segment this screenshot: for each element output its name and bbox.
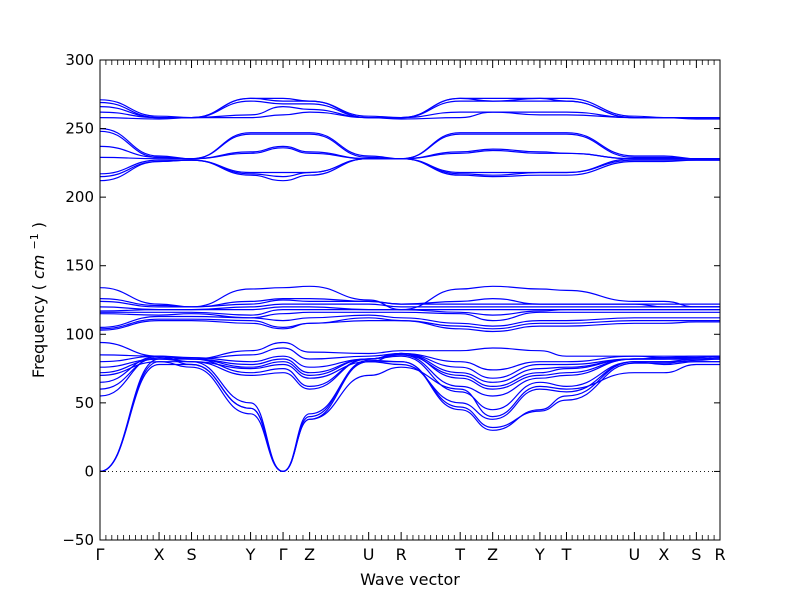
- y-axis-title: Frequency ( cm −1 ): [23, 222, 48, 378]
- x-tick-label: U: [363, 545, 375, 564]
- band-line-29: [99, 128, 720, 160]
- y-tick-label: 300: [65, 51, 94, 69]
- x-tick-label: X: [154, 545, 165, 564]
- x-tick-label: R: [714, 545, 725, 564]
- y-tick-label: 200: [65, 188, 94, 206]
- y-tick-label: 100: [65, 325, 94, 343]
- band-line-11: [99, 347, 720, 371]
- x-tick-label: Z: [487, 545, 498, 564]
- x-tick-label: Γ: [96, 545, 105, 564]
- band-line-33: [99, 97, 720, 119]
- band-line-32: [99, 100, 720, 119]
- y-tick-label: 50: [75, 394, 94, 412]
- x-axis-title: Wave vector: [360, 570, 460, 589]
- x-tick-label: R: [396, 545, 407, 564]
- band-line-28: [99, 130, 720, 160]
- band-line-3: [99, 357, 721, 473]
- plot-frame: [99, 59, 721, 541]
- x-tick-label: X: [658, 545, 669, 564]
- band-line-22: [99, 285, 720, 311]
- band-line-13: [99, 320, 720, 333]
- band-line-14: [99, 317, 720, 330]
- band-line-19: [99, 303, 720, 311]
- x-tick-label: T: [561, 545, 572, 564]
- band-line-21: [99, 297, 720, 308]
- x-tick-label: Z: [304, 545, 315, 564]
- x-tick-label: S: [186, 545, 196, 564]
- band-line-15: [99, 314, 720, 328]
- x-tick-label: Y: [245, 545, 256, 564]
- y-tick-label: 0: [84, 462, 94, 480]
- y-tick-label: 150: [65, 257, 94, 275]
- x-tick-label: T: [454, 545, 465, 564]
- y-axis-title-open: (: [29, 284, 48, 290]
- y-tick-label: 250: [65, 120, 94, 138]
- y-axis-title-text: Frequency: [29, 295, 48, 378]
- x-tick-label: U: [629, 545, 641, 564]
- y-axis-title-exp: −1: [28, 233, 41, 249]
- x-tick-label: S: [691, 545, 701, 564]
- band-line-6: [99, 354, 720, 397]
- y-ticks: −50 0 50 100 150 200 250 300: [62, 51, 720, 549]
- band-line-12: [99, 341, 720, 360]
- band-line-4: [99, 355, 720, 473]
- band-line-23: [99, 158, 720, 182]
- y-axis-title-close: ): [29, 222, 48, 228]
- band-line-5: [99, 355, 720, 411]
- band-line-16: [99, 311, 720, 322]
- x-tick-label: Y: [534, 545, 545, 564]
- band-line-27: [99, 145, 720, 160]
- band-line-1: [99, 361, 720, 473]
- y-axis-title-unit: cm: [29, 255, 48, 279]
- band-line-34: [99, 97, 720, 119]
- band-line-18: [99, 306, 720, 312]
- band-line-25: [99, 158, 720, 175]
- series-layer: [99, 97, 721, 473]
- x-tick-label: Γ: [279, 545, 288, 564]
- band-line-2: [99, 358, 721, 473]
- y-tick-label: −50: [62, 531, 94, 549]
- band-line-20: [99, 299, 720, 308]
- band-line-10: [99, 352, 720, 379]
